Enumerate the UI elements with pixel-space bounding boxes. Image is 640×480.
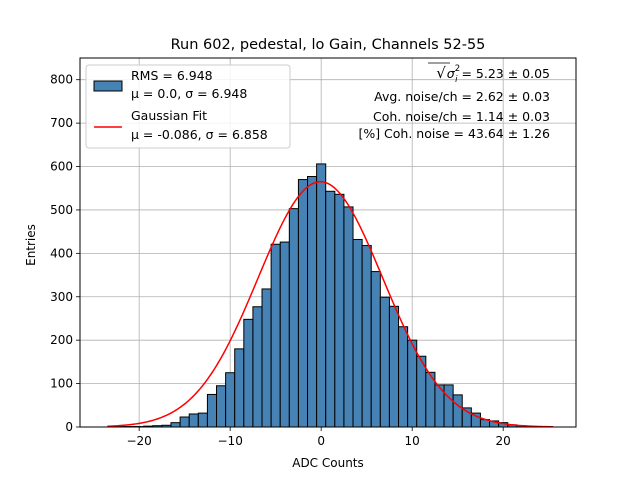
- histogram-bar: [270, 243, 281, 428]
- histogram-bar: [388, 305, 400, 428]
- histogram-bar: [170, 422, 181, 428]
- x-axis-label: ADC Counts: [292, 456, 364, 470]
- y-tick-label: 0: [65, 420, 73, 434]
- y-tick-label: 800: [50, 73, 73, 87]
- histogram-bar: [307, 176, 318, 428]
- histogram-bar: [452, 394, 463, 428]
- histogram-bar: [316, 163, 327, 428]
- y-tick-label: 200: [50, 333, 73, 347]
- annotation-coh-noise-percent: [%] Coh. noise = 43.64 ± 1.26: [358, 126, 550, 141]
- y-tick-label: 400: [50, 246, 73, 260]
- histogram-bar: [252, 306, 263, 428]
- histogram-bar: [343, 206, 354, 428]
- y-tick-label: 300: [50, 290, 73, 304]
- x-tick-label: 20: [496, 434, 511, 448]
- histogram-bar: [297, 179, 309, 428]
- y-axis-label: Entries: [24, 224, 38, 266]
- histogram-bar: [398, 326, 409, 428]
- histogram-bar: [279, 241, 290, 428]
- x-tick-label: −10: [218, 434, 243, 448]
- y-tick-label: 700: [50, 116, 73, 130]
- legend: RMS = 6.948 μ = 0.0, σ = 6.948 Gaussian …: [85, 64, 291, 149]
- histogram-bar: [288, 208, 299, 428]
- histogram-bar: [352, 238, 363, 428]
- x-tick-label: −20: [126, 434, 151, 448]
- annotation-coh-noise: Coh. noise/ch = 1.14 ± 0.03: [373, 109, 550, 124]
- x-axis-ticks: −20 −10 0 10 20: [126, 427, 511, 448]
- histogram-bar: [443, 384, 454, 428]
- annotation-sigma-i: √σ2 i = 5.23 ± 0.05: [436, 64, 550, 85]
- histogram-bar: [225, 372, 236, 428]
- histogram-bar: [361, 245, 372, 428]
- histogram-bar: [234, 348, 245, 428]
- histogram-bar: [206, 393, 218, 428]
- legend-swatch-bars: [93, 80, 123, 92]
- plot-frame: [79, 57, 577, 428]
- gaussian-fit-line: [107, 180, 554, 428]
- histogram-bar: [407, 339, 418, 428]
- y-axis-ticks: 0 100 200 300 400 500 600 700 800: [50, 73, 80, 434]
- histogram-bar: [216, 385, 227, 428]
- histogram-bar: [261, 288, 272, 428]
- legend-box: [85, 64, 291, 149]
- histogram-bar: [243, 318, 254, 428]
- histogram-bar: [197, 412, 208, 428]
- noise-annotations: √σ2 i = 5.23 ± 0.05 Avg. noise/ch = 2.62 …: [358, 62, 550, 141]
- histogram-bars: [115, 163, 545, 428]
- annotation-avg-noise: Avg. noise/ch = 2.62 ± 0.03: [374, 89, 550, 104]
- histogram-bar: [179, 416, 190, 428]
- y-tick-label: 600: [50, 160, 73, 174]
- legend-rms-label: RMS = 6.948: [131, 68, 213, 83]
- y-tick-label: 500: [50, 203, 73, 217]
- x-tick-label: 10: [405, 434, 420, 448]
- histogram-bar: [325, 190, 336, 428]
- histogram-bar: [334, 193, 345, 428]
- legend-fit-label: Gaussian Fit: [131, 108, 207, 123]
- legend-rms-params: μ = 0.0, σ = 6.948: [131, 86, 247, 101]
- histogram-bar: [370, 271, 381, 428]
- y-tick-label: 100: [50, 377, 73, 391]
- histogram-bar: [188, 413, 199, 428]
- x-tick-label: 0: [317, 434, 325, 448]
- histogram-bar: [379, 296, 390, 428]
- legend-fit-params: μ = -0.086, σ = 6.858: [131, 127, 268, 142]
- chart-title: Run 602, pedestal, lo Gain, Channels 52-…: [171, 37, 486, 53]
